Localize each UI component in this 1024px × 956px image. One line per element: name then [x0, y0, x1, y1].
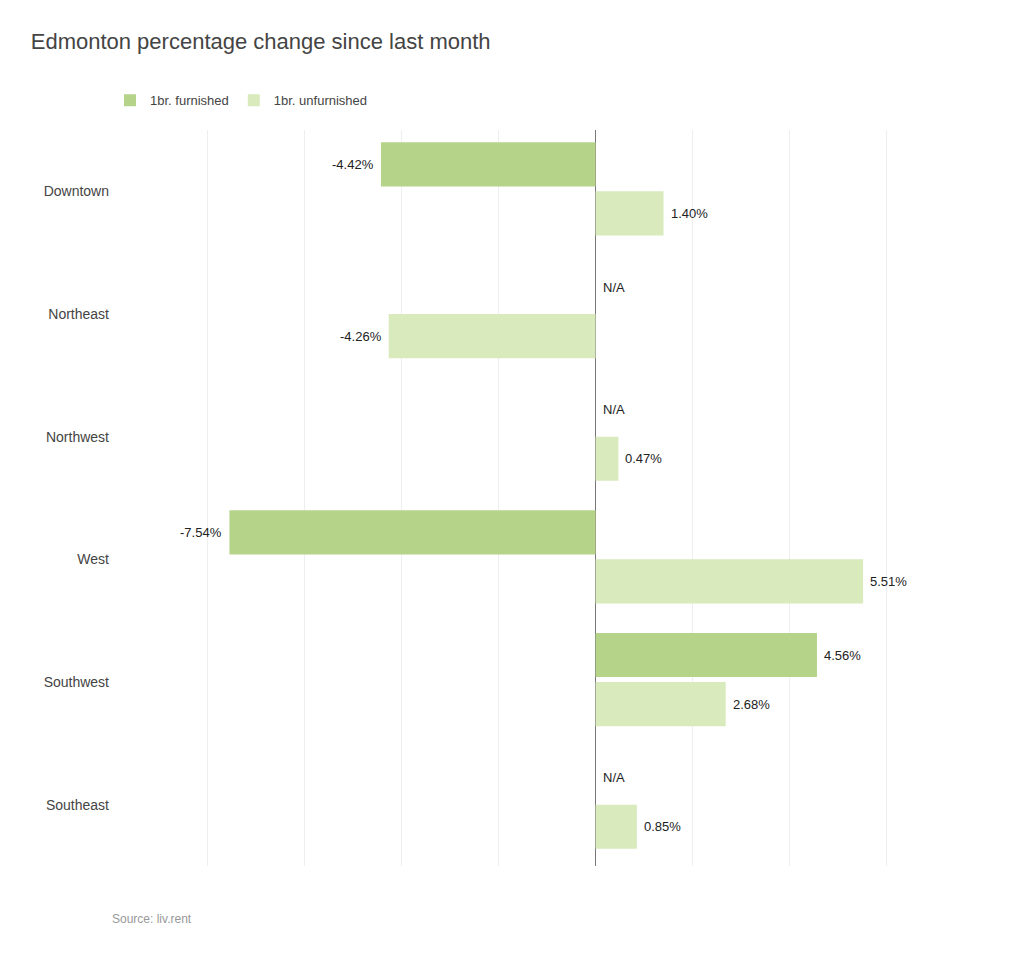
svg-text:N/A: N/A: [603, 280, 625, 295]
svg-text:N/A: N/A: [603, 402, 625, 417]
svg-text:0.47%: 0.47%: [625, 451, 662, 466]
svg-text:-4.42%: -4.42%: [332, 157, 374, 172]
svg-text:4.56%: 4.56%: [824, 648, 861, 663]
svg-text:1.40%: 1.40%: [671, 206, 708, 221]
svg-text:1br. furnished: 1br. furnished: [150, 93, 229, 108]
svg-text:5.51%: 5.51%: [870, 574, 907, 589]
svg-text:West: West: [77, 551, 109, 567]
svg-text:Source: liv.rent: Source: liv.rent: [112, 912, 192, 926]
svg-text:Downtown: Downtown: [44, 183, 109, 199]
svg-text:N/A: N/A: [603, 770, 625, 785]
svg-text:Northeast: Northeast: [48, 306, 109, 322]
svg-text:Northwest: Northwest: [46, 429, 109, 445]
svg-text:2.68%: 2.68%: [733, 697, 770, 712]
svg-text:-4.26%: -4.26%: [340, 329, 382, 344]
svg-text:Edmonton percentage change sin: Edmonton percentage change since last mo…: [31, 29, 491, 54]
svg-text:0.85%: 0.85%: [644, 819, 681, 834]
svg-text:Southeast: Southeast: [46, 797, 109, 813]
svg-text:1br. unfurnished: 1br. unfurnished: [274, 93, 367, 108]
svg-text:-7.54%: -7.54%: [180, 525, 222, 540]
svg-text:Southwest: Southwest: [44, 674, 109, 690]
